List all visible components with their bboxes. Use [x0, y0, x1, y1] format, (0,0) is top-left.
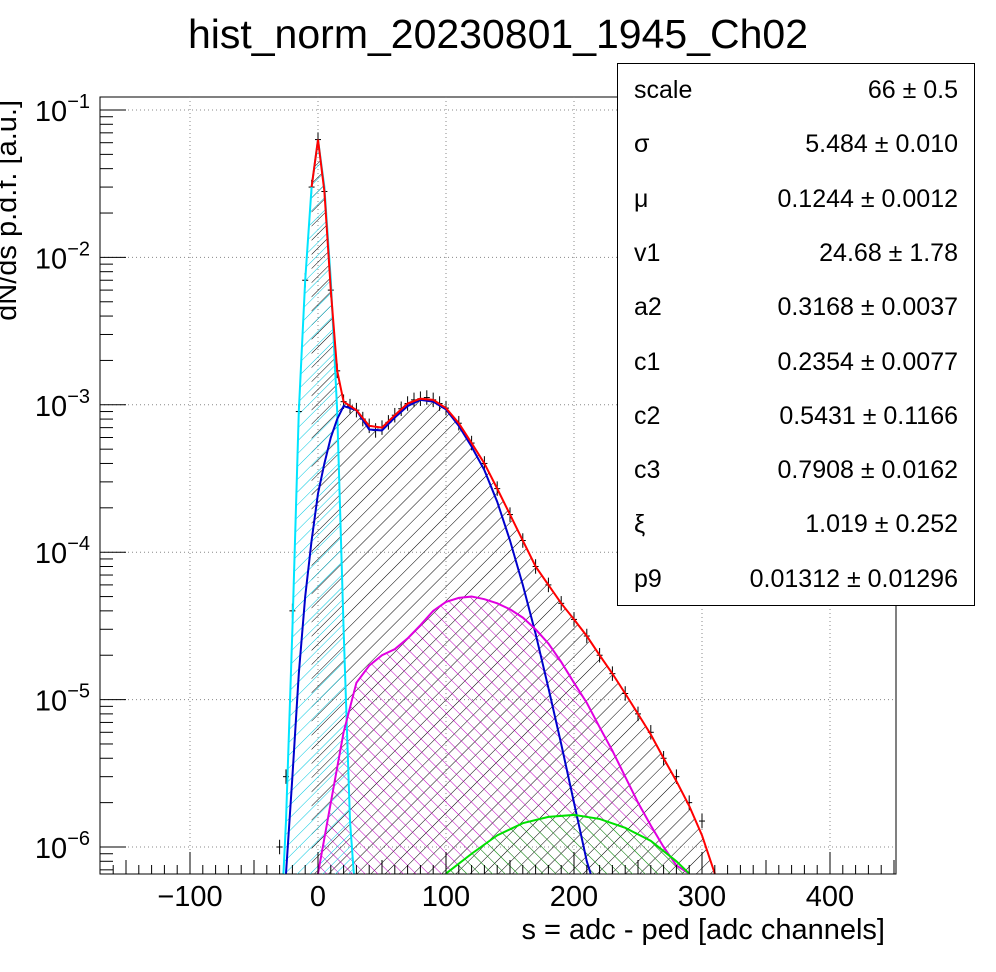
curve-fit-total [310, 139, 716, 874]
stat-row: scale 66 ± 0.5 [618, 64, 974, 118]
chart-title: hist_norm_20230801_1945_Ch02 [188, 11, 808, 57]
stat-name: σ [634, 130, 650, 159]
x-tick-label: 200 [550, 881, 598, 913]
y-tick-label: 10−4 [35, 533, 90, 570]
stat-value: 0.7908 ± 0.0162 [777, 456, 958, 485]
stat-value: 0.5431 ± 0.1166 [779, 401, 958, 430]
x-tick-label: 100 [422, 881, 470, 913]
stat-row: a2 0.3168 ± 0.0037 [618, 281, 974, 335]
stat-row: c2 0.5431 ± 0.1166 [618, 390, 974, 444]
stat-name: v1 [634, 238, 661, 267]
y-tick-label: 10−3 [35, 386, 90, 423]
y-tick-label: 10−1 [35, 91, 90, 128]
stat-value: 0.2354 ± 0.0077 [777, 347, 958, 376]
x-tick-label: 400 [806, 881, 854, 913]
stat-name: c1 [634, 347, 661, 376]
stat-row: c1 0.2354 ± 0.0077 [618, 336, 974, 390]
y-axis-label: dN/ds p.d.f. [a.u.] [0, 100, 23, 321]
curve-2pe [317, 595, 690, 874]
stat-value: 0.3168 ± 0.0037 [777, 293, 958, 322]
x-tick-label: 300 [678, 881, 726, 913]
x-tick-label: 0 [310, 881, 326, 913]
stat-name: ξ [634, 510, 646, 539]
stat-row: σ 5.484 ± 0.010 [618, 118, 974, 172]
fill-pedestal [283, 139, 354, 874]
y-tick-label: 10−2 [35, 238, 90, 275]
curve-3pe [445, 813, 690, 874]
stat-row: μ 0.1244 ± 0.0012 [618, 173, 974, 227]
stat-value: 0.01312 ± 0.01296 [749, 564, 958, 593]
stat-name: c3 [634, 456, 661, 485]
stat-name: p9 [634, 564, 662, 593]
stat-name: μ [634, 184, 649, 213]
stat-value: 0.1244 ± 0.0012 [777, 184, 958, 213]
y-tick-label: 10−6 [35, 828, 90, 865]
stat-name: scale [634, 76, 693, 104]
stat-row: p9 0.01312 ± 0.01296 [618, 553, 974, 607]
x-tick-label: −100 [157, 881, 222, 913]
stat-value: 66 ± 0.5 [867, 76, 958, 104]
stat-value: 5.484 ± 0.010 [805, 130, 958, 159]
stat-name: a2 [634, 293, 662, 322]
y-axis: 10−6 10−5 10−4 10−3 10−2 10−1 [35, 91, 126, 871]
x-axis-label: s = adc - ped [adc channels] [521, 914, 885, 946]
curve-1pe [285, 398, 592, 874]
fit-stats-box: scale 66 ± 0.5 σ 5.484 ± 0.010 μ 0.1244 ± 0.0… [617, 63, 975, 606]
y-tick-label: 10−5 [35, 681, 90, 718]
stat-name: c2 [634, 401, 661, 430]
x-axis: −100 0 100 200 300 400 [112, 852, 895, 913]
fill-2pe [318, 596, 690, 874]
stat-row: ξ 1.019 ± 0.252 [618, 498, 974, 552]
fit-curves [282, 139, 716, 874]
stat-value: 1.019 ± 0.252 [805, 510, 958, 539]
stat-value: 24.68 ± 1.78 [819, 238, 958, 267]
stat-row: c3 0.7908 ± 0.0162 [618, 444, 974, 498]
stat-row: v1 24.68 ± 1.78 [618, 227, 974, 281]
